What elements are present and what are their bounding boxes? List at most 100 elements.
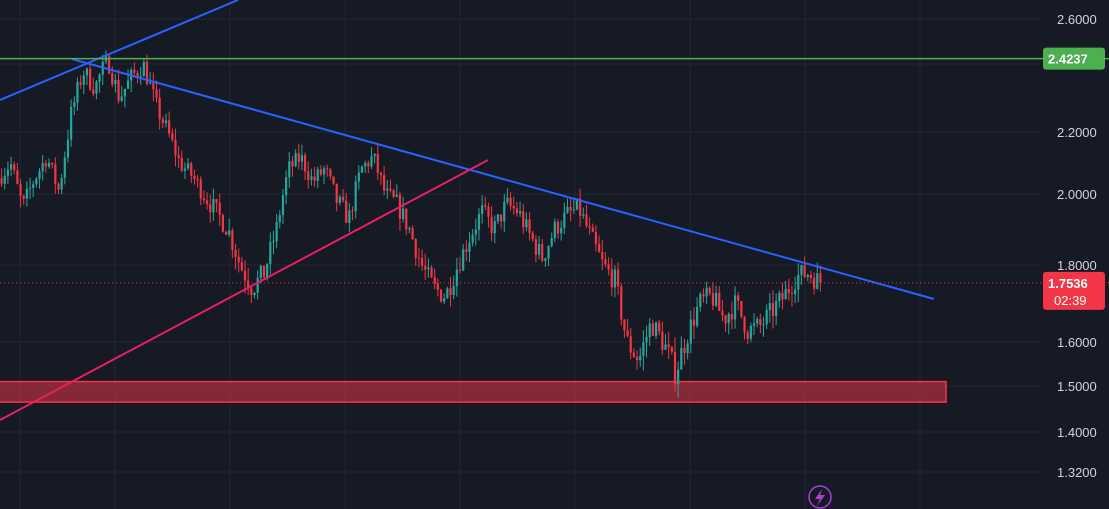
candle-body [563,212,566,229]
candle-body [705,287,708,297]
candle-body [303,155,307,172]
candle-body [60,177,63,190]
candle-body [724,315,727,324]
candle-body [373,153,376,157]
candle-body [756,319,759,324]
support-zone [0,380,947,403]
candle-body [629,336,632,353]
candle-body [139,76,142,78]
candle-body [575,198,579,210]
candles [0,50,822,398]
candle-body [493,221,496,234]
candle-body [607,264,610,270]
candle-body [82,75,85,85]
candle-body [556,221,560,234]
candle-body [6,169,10,176]
candle-body [506,197,509,202]
candle-body [541,244,544,261]
candle-body [477,214,481,230]
candle-body [107,56,111,74]
candle-body [686,343,689,354]
candle-body [408,228,411,230]
last-price-badge [1043,271,1105,310]
candle-body [443,298,446,302]
candle-body [740,301,743,317]
candle-body [588,225,591,228]
candle-body [341,196,345,201]
candle-body [458,269,462,271]
candle-body [803,265,806,278]
candle-body [73,102,76,107]
candle-body [218,202,221,216]
candle-body [297,153,300,162]
candle-body [544,258,547,261]
candle-body [762,324,765,326]
candle-body [379,172,383,176]
candle-body [316,169,319,181]
candle-body [202,198,206,201]
level-badge [1043,47,1105,70]
candle-body [405,208,408,230]
y-tick-label: 1.5000 [1057,379,1097,394]
last-price-label: 1.7536 [1048,276,1088,291]
candle-body [345,200,348,223]
candle-body [579,198,582,216]
candle-body [465,249,468,252]
candle-body [136,72,139,77]
candle-body [319,169,323,175]
price-badges: 2.4237 1.7536 02:39 [1043,47,1105,310]
candle-body [601,252,604,260]
candle-body [711,293,715,306]
candle-body [525,219,528,228]
candle-body [266,264,269,278]
candle-body [436,283,439,290]
candle-body [253,292,256,296]
candle-body [234,249,237,257]
candle-body [92,89,95,94]
candle-body [809,274,813,278]
candle-body [651,323,654,336]
candle-body [534,239,537,255]
candle-body [392,190,395,197]
candle-body [231,230,234,250]
candle-body [63,157,66,178]
candle-body [430,267,433,278]
candle-body [313,176,316,181]
candle-body [326,168,329,170]
candle-body [332,176,335,184]
candle-body [35,178,38,185]
candle-body [496,214,500,222]
candle-body [28,187,32,189]
candle-body [553,221,556,239]
candle-body [278,215,281,223]
candle-body [591,227,594,232]
candle-body [550,238,553,247]
candle-body [499,214,503,222]
candle-body [243,270,247,281]
candle-body [3,175,6,184]
candle-body [462,249,465,271]
candle-body [190,163,193,176]
candle-body [620,286,623,320]
candle-body [439,289,443,302]
candle-body [531,232,534,240]
candle-body [594,231,598,244]
candle-body [411,228,414,240]
candle-body [9,164,13,170]
lightning-icon[interactable] [808,485,832,509]
candle-body [354,181,357,212]
candle-body [658,322,661,332]
candle-body [455,269,458,286]
candle-body [645,336,648,343]
candle-body [623,319,626,331]
candle-body [765,309,768,325]
candle-body [367,162,370,167]
candle-body [654,322,658,336]
candle-body [98,74,101,82]
ascending-channel-line [0,0,239,101]
candle-body [670,347,673,352]
y-tick-label: 2.2000 [1057,125,1097,140]
candle-body [168,120,171,134]
